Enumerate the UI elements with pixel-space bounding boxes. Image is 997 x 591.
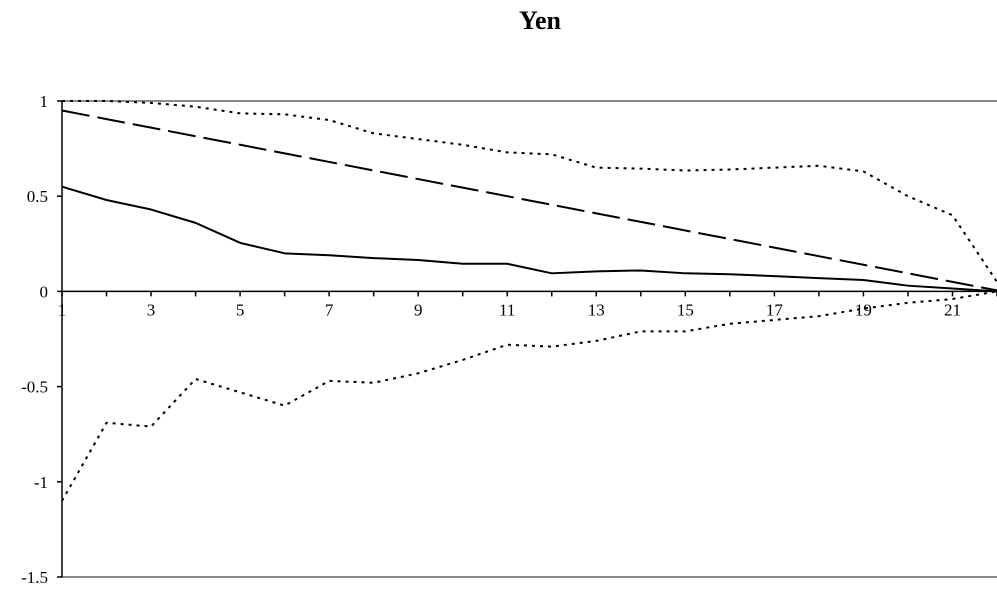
axes: [57, 100, 997, 578]
series-layer: [61, 100, 997, 502]
series-line-2-long-dash: [61, 109, 997, 292]
y-tick-label: 1: [40, 92, 49, 111]
x-tick-label: 13: [588, 300, 605, 319]
x-tick-label: 9: [414, 300, 423, 319]
x-tick-label: 21: [944, 300, 961, 319]
y-tick-label: -1: [34, 473, 48, 492]
chart-title: Yen: [519, 6, 561, 35]
x-tick-label: 7: [325, 300, 334, 319]
series-line-1-solid: [61, 185, 997, 293]
x-tick-label: 11: [499, 300, 515, 319]
y-tick-label: 0: [40, 282, 49, 301]
x-tick-label: 19: [855, 300, 872, 319]
series-line-3-dotted: [62, 100, 997, 283]
y-tick-label: -0.5: [21, 378, 48, 397]
x-tick-label: 1: [58, 300, 67, 319]
x-tick-label: 15: [677, 300, 694, 319]
y-tick-label: -1.5: [21, 568, 48, 587]
x-tick-label: 17: [766, 300, 784, 319]
tick-label-layer: 10.50-0.5-1-1.51 3 5 7 9 11 13 15 17 19 21: [21, 92, 961, 587]
y-tick-label: 0.5: [27, 187, 48, 206]
x-tick-label: 5: [236, 300, 245, 319]
x-tick-label: 3: [147, 300, 156, 319]
series-line-4-dotted: [61, 290, 997, 502]
